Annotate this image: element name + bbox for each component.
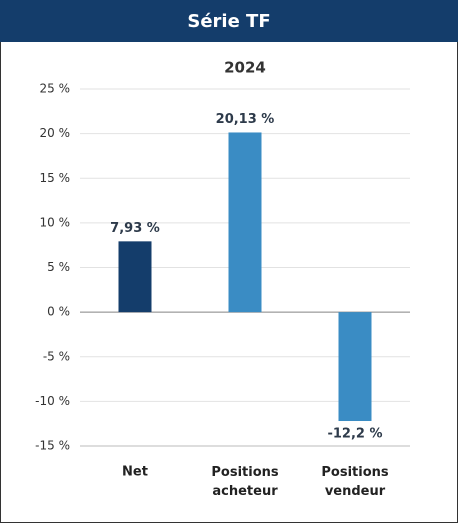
y-tick-label: -10 % xyxy=(35,394,70,408)
y-tick-label: 20 % xyxy=(40,126,71,140)
y-tick-label: -5 % xyxy=(43,349,70,363)
y-tick-label: 10 % xyxy=(40,215,71,229)
data-label: 7,93 % xyxy=(110,221,160,236)
x-tick-label: Net xyxy=(122,465,148,480)
bar xyxy=(338,312,372,422)
y-tick-label: 25 % xyxy=(40,82,71,96)
header-title: Série TF xyxy=(187,11,270,32)
y-tick-label: 0 % xyxy=(47,305,70,319)
x-tick-label: Positions acheteur xyxy=(211,465,279,499)
chart-title: 2024 xyxy=(224,59,266,77)
data-label: 20,13 % xyxy=(216,112,275,127)
y-tick-label: -15 % xyxy=(35,439,70,453)
bar xyxy=(118,241,152,313)
bar xyxy=(228,132,262,313)
header-bar xyxy=(0,0,458,42)
y-tick-label: 5 % xyxy=(47,260,70,274)
x-tick-label: Positions vendeur xyxy=(321,465,389,499)
data-label: -12,2 % xyxy=(327,427,382,442)
y-tick-label: 15 % xyxy=(40,171,71,185)
